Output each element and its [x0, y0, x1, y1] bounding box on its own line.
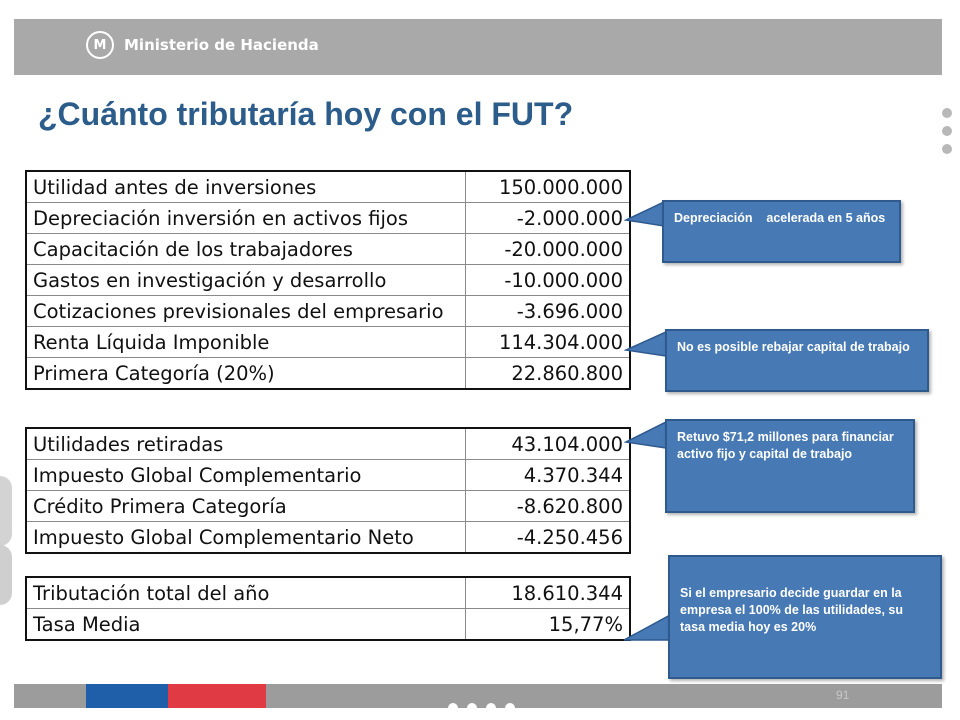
row-value: -10.000.000 [465, 264, 631, 296]
callout-pointer-3 [624, 421, 666, 449]
callout-average-rate: Si el empresario decide guardar en la em… [668, 555, 942, 679]
row-label: Renta Líquida Imponible [25, 326, 466, 358]
row-label: Gastos en investigación y desarrollo [25, 264, 466, 296]
table-row: Primera Categoría (20%) 22.860.800 [25, 357, 631, 390]
row-value: -4.250.456 [465, 521, 631, 554]
header-bar [14, 19, 942, 75]
row-label: Tasa Media [25, 608, 466, 641]
row-value: 4.370.344 [465, 459, 631, 491]
dot-icon [942, 126, 952, 136]
row-value: 18.610.344 [465, 576, 631, 609]
table-row: Cotizaciones previsionales del empresari… [25, 295, 631, 327]
row-value: -3.696.000 [465, 295, 631, 327]
ministry-emblem-icon: M [86, 31, 114, 59]
table-row: Tasa Media 15,77% [25, 608, 631, 641]
table-row: Impuesto Global Complementario 4.370.344 [25, 459, 631, 491]
row-value: -20.000.000 [465, 233, 631, 265]
flag-stripe-red [168, 684, 266, 708]
callout-depreciation: Depreciación acelerada en 5 años [662, 200, 901, 263]
row-label: Cotizaciones previsionales del empresari… [25, 295, 466, 327]
row-label: Utilidad antes de inversiones [25, 170, 466, 203]
row-value: 150.000.000 [465, 170, 631, 203]
left-decorative-tab [0, 476, 12, 546]
callout-pointer-1 [624, 201, 664, 227]
row-label: Depreciación inversión en activos fijos [25, 202, 466, 234]
row-value: -2.000.000 [465, 202, 631, 234]
row-label: Primera Categoría (20%) [25, 357, 466, 390]
slide-title: ¿Cuánto tributaría hoy con el FUT? [38, 96, 574, 132]
dot-icon [486, 703, 496, 713]
decorative-dots-bottom [448, 698, 524, 717]
row-label: Capacitación de los trabajadores [25, 233, 466, 265]
table-row: Capacitación de los trabajadores -20.000.… [25, 233, 631, 265]
row-value: 43.104.000 [465, 427, 631, 460]
row-label: Crédito Primera Categoría [25, 490, 466, 522]
table-row: Depreciación inversión en activos fijos -… [25, 202, 631, 234]
dot-icon [942, 108, 952, 118]
table-row: Impuesto Global Complementario Neto -4.25… [25, 521, 631, 554]
dot-icon [942, 144, 952, 154]
callout-text: Retuvo $71,2 millones para financiar act… [677, 430, 894, 461]
row-label: Utilidades retiradas [25, 427, 466, 460]
dot-icon [467, 703, 477, 713]
left-decorative-tab-lower [0, 545, 12, 605]
dot-icon [505, 703, 515, 713]
callout-text: Si el empresario decide guardar en la em… [680, 586, 904, 634]
decorative-dots-right [942, 108, 952, 162]
row-value: 15,77% [465, 608, 631, 641]
callout-working-capital: No es posible rebajar capital de trabajo [665, 329, 929, 392]
row-value: 114.304.000 [465, 326, 631, 358]
table-row: Gastos en investigación y desarrollo -10.… [25, 264, 631, 296]
table-row: Crédito Primera Categoría -8.620.800 [25, 490, 631, 522]
row-label: Tributación total del año [25, 576, 466, 609]
ministry-name: Ministerio de Hacienda [124, 36, 319, 54]
flag-stripe-blue [86, 684, 168, 708]
row-label: Impuesto Global Complementario [25, 459, 466, 491]
callout-pointer-4 [623, 613, 672, 641]
row-value: -8.620.800 [465, 490, 631, 522]
ministry-logo: M Ministerio de Hacienda [86, 31, 319, 59]
page-number: 91 [836, 688, 850, 702]
callout-text: Depreciación acelerada en 5 años [674, 211, 886, 225]
global-tax-table: Utilidades retiradas 43.104.000 Impuesto … [25, 427, 631, 554]
table-row: Utilidad antes de inversiones 150.000.000 [25, 170, 631, 203]
callout-text: No es posible rebajar capital de trabajo [677, 340, 910, 354]
row-value: 22.860.800 [465, 357, 631, 390]
table-row: Renta Líquida Imponible 114.304.000 [25, 326, 631, 358]
dot-icon [448, 703, 458, 713]
table-row: Tributación total del año 18.610.344 [25, 576, 631, 609]
callout-retention: Retuvo $71,2 millones para financiar act… [665, 419, 915, 513]
tax-base-table: Utilidad antes de inversiones 150.000.000… [25, 170, 631, 390]
total-tax-table: Tributación total del año 18.610.344 Tasa… [25, 576, 631, 641]
callout-pointer-2 [624, 331, 666, 357]
row-label: Impuesto Global Complementario Neto [25, 521, 466, 554]
table-row: Utilidades retiradas 43.104.000 [25, 427, 631, 460]
